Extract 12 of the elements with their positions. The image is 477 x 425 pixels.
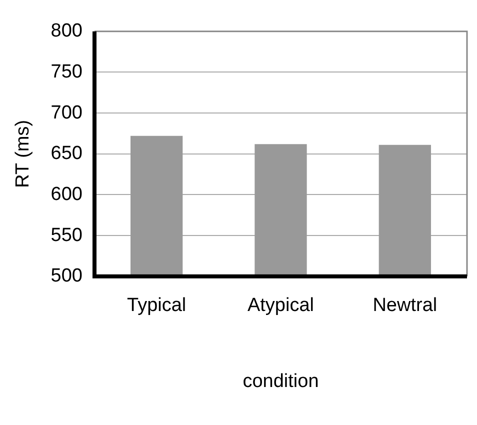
- y-tick-label: 800: [50, 20, 82, 42]
- y-axis-title: RT (ms): [12, 120, 34, 188]
- x-tick-label: Newtral: [372, 295, 438, 316]
- y-tick-label: 550: [50, 224, 82, 246]
- y-tick-label: 700: [50, 102, 82, 124]
- y-tick-label: 650: [50, 143, 82, 164]
- x-tick-label: Atypical: [247, 295, 314, 316]
- y-tick-label: 750: [50, 61, 82, 82]
- y-tick-label: 500: [50, 266, 82, 287]
- y-tick-label: 600: [50, 184, 82, 205]
- x-axis-title: condition: [242, 370, 319, 392]
- x-tick-label: Typical: [127, 295, 186, 316]
